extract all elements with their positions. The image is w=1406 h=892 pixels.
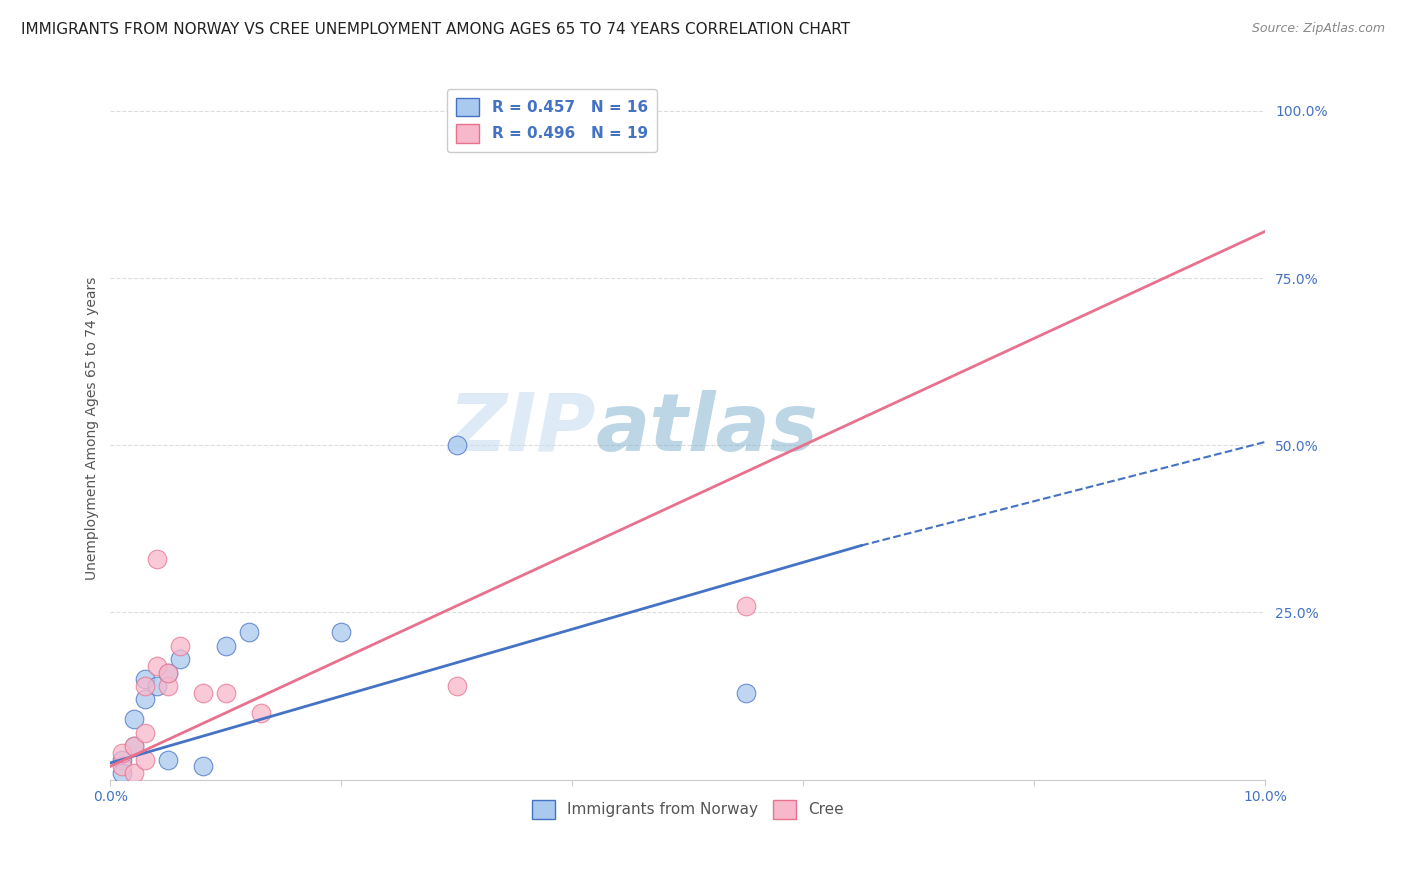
Point — [122, 713, 145, 727]
Point — [157, 665, 180, 680]
Point — [111, 753, 134, 767]
Point — [191, 759, 214, 773]
Point — [734, 599, 756, 613]
Point — [122, 739, 145, 754]
Point — [191, 686, 214, 700]
Point — [134, 679, 156, 693]
Point — [111, 766, 134, 780]
Point — [122, 766, 145, 780]
Text: IMMIGRANTS FROM NORWAY VS CREE UNEMPLOYMENT AMONG AGES 65 TO 74 YEARS CORRELATIO: IMMIGRANTS FROM NORWAY VS CREE UNEMPLOYM… — [21, 22, 851, 37]
Point — [249, 706, 271, 720]
Point — [111, 746, 134, 760]
Point — [330, 625, 353, 640]
Point — [145, 552, 167, 566]
Text: atlas: atlas — [596, 390, 818, 467]
Point — [134, 673, 156, 687]
Point — [157, 753, 180, 767]
Point — [169, 639, 191, 653]
Point — [145, 679, 167, 693]
Point — [145, 659, 167, 673]
Point — [446, 438, 468, 452]
Y-axis label: Unemployment Among Ages 65 to 74 years: Unemployment Among Ages 65 to 74 years — [86, 277, 100, 580]
Point — [169, 652, 191, 666]
Point — [215, 639, 238, 653]
Point — [122, 739, 145, 754]
Text: Source: ZipAtlas.com: Source: ZipAtlas.com — [1251, 22, 1385, 36]
Point — [134, 726, 156, 740]
Point — [734, 686, 756, 700]
Point — [238, 625, 260, 640]
Point — [157, 665, 180, 680]
Text: ZIP: ZIP — [449, 390, 596, 467]
Point — [111, 759, 134, 773]
Point — [538, 111, 561, 125]
Point — [134, 692, 156, 706]
Point — [134, 753, 156, 767]
Point — [215, 686, 238, 700]
Point — [503, 124, 526, 138]
Point — [157, 679, 180, 693]
Legend: Immigrants from Norway, Cree: Immigrants from Norway, Cree — [526, 794, 851, 824]
Point — [446, 679, 468, 693]
